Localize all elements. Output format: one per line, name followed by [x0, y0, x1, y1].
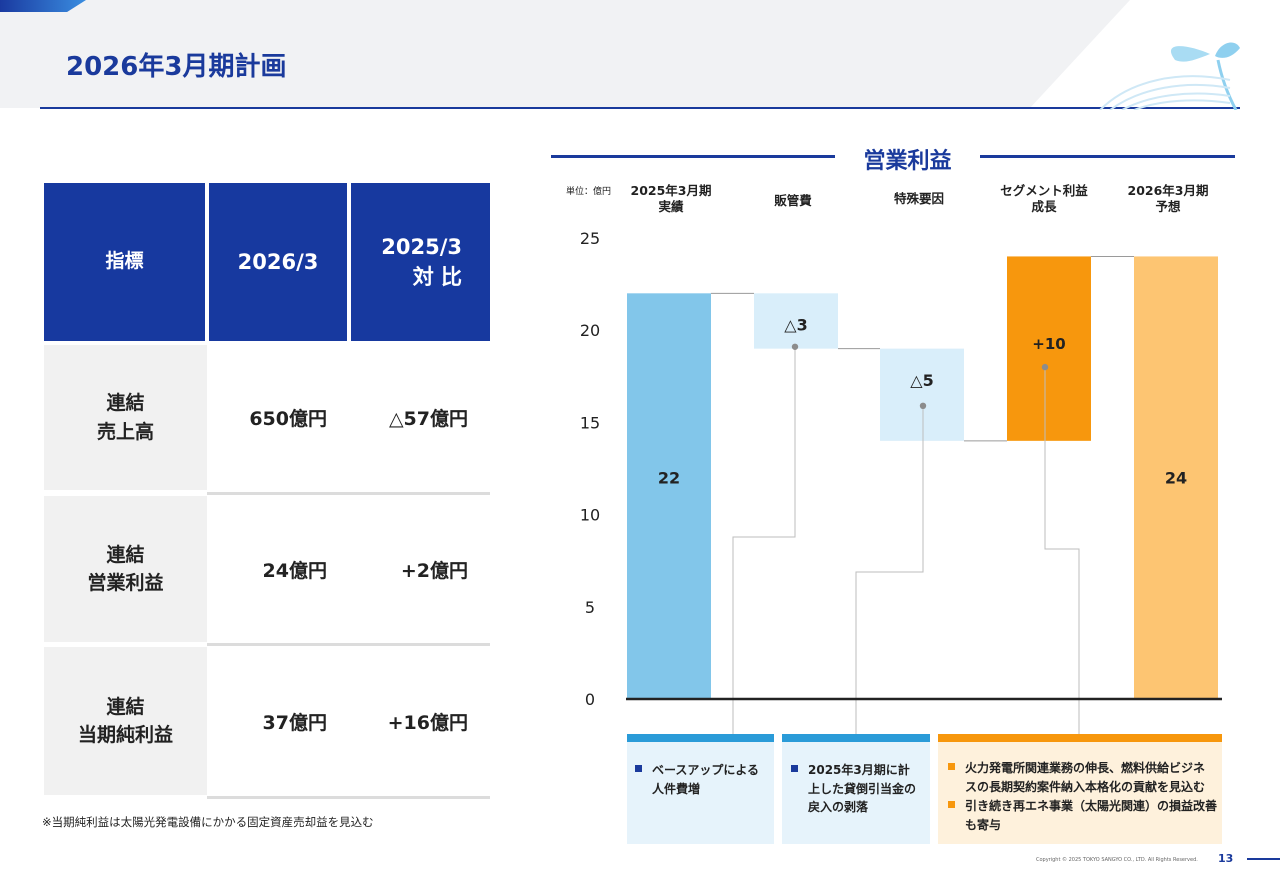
row-label-net-income: 連結 当期純利益 — [44, 647, 207, 795]
cell-ni-2026: 37億円 — [262, 711, 327, 734]
bar-data-label: +10 — [1032, 335, 1065, 353]
leader-dot — [919, 402, 927, 410]
row-divider — [207, 492, 490, 495]
bar-data-label: 24 — [1165, 469, 1187, 488]
leader-line — [1044, 367, 1080, 734]
category-label-segment: セグメント利益 成長 — [1000, 183, 1088, 215]
bar-4 — [1134, 256, 1218, 699]
bar-1 — [754, 293, 838, 349]
bar-data-label: △3 — [784, 316, 807, 335]
note-box-sga: ベースアップによる 人件費増 — [627, 734, 774, 844]
row-label-operating-profit: 連結 営業利益 — [44, 496, 207, 642]
bar-data-label: 22 — [658, 469, 680, 488]
chart-title-rule-left — [551, 155, 835, 158]
header-rule — [40, 107, 1240, 109]
cell-ni-diff: +16億円 — [387, 711, 468, 734]
table-header-indicator: 指標 — [44, 183, 205, 341]
bar-0 — [627, 293, 711, 699]
note-item: 2025年3月期に計 上した貸倒引当金の 戻入の剥落 — [791, 761, 916, 817]
bar-2 — [880, 348, 964, 441]
y-tick-label: 25 — [580, 229, 600, 248]
leaf-logo-icon — [1099, 42, 1240, 110]
note-item: 火力発電所関連業務の伸長、燃料供給ビジネ スの長期契約案件納入本格化の貢献を見込… — [948, 759, 1205, 796]
row-divider — [207, 796, 490, 799]
bar-3 — [1007, 256, 1091, 441]
row-label-sales: 連結 売上高 — [44, 345, 207, 490]
cell-op-2026: 24億円 — [262, 559, 327, 582]
category-label-fy2026: 2026年3月期 予想 — [1127, 183, 1209, 215]
note-box-special: 2025年3月期に計 上した貸倒引当金の 戻入の剥落 — [782, 734, 930, 844]
copyright: Copyright © 2025 TOKYO SANGYO CO., LTD. … — [1036, 857, 1198, 863]
cell-sales-2026: 650億円 — [249, 408, 327, 430]
footnote: ※当期純利益は太陽光発電設備にかかる固定資産売却益を見込む — [42, 815, 374, 829]
y-tick-label: 15 — [580, 413, 600, 432]
page-title: 2026年3月期計画 — [66, 52, 287, 82]
leader-dot — [1041, 363, 1049, 371]
category-label-fy2025: 2025年3月期 実績 — [630, 183, 712, 215]
header-accent — [0, 0, 86, 12]
cell-op-diff: +2億円 — [400, 559, 468, 582]
note-item: 引き続き再エネ事業（太陽光関連）の損益改善 も寄与 — [948, 797, 1217, 834]
leader-dot — [791, 343, 799, 350]
note-bar — [782, 734, 930, 742]
y-tick-label: 5 — [585, 598, 595, 617]
y-tick-label: 10 — [580, 506, 600, 525]
table-header-2026: 2026/3 — [209, 183, 347, 341]
note-item: ベースアップによる 人件費増 — [635, 761, 759, 798]
cell-sales-diff: △57億円 — [388, 408, 468, 430]
note-bar — [627, 734, 774, 742]
note-box-segment: 火力発電所関連業務の伸長、燃料供給ビジネ スの長期契約案件納入本格化の貢献を見込… — [938, 734, 1222, 844]
row-divider — [207, 643, 490, 646]
unit-label: 単位：億円 — [566, 187, 612, 197]
category-label-sga: 販管費 — [774, 193, 812, 208]
note-bar — [938, 734, 1222, 742]
chart-title: 営業利益 — [863, 149, 952, 174]
page-number: 13 — [1218, 852, 1234, 865]
y-tick-label: 20 — [580, 321, 600, 340]
leader-line — [732, 346, 796, 734]
chart-title-rule-right — [980, 155, 1235, 158]
page-number-rule — [1247, 858, 1280, 860]
leader-line — [855, 405, 924, 734]
table-header-comparison: 2025/3 対 比 — [351, 183, 490, 341]
y-tick-label: 0 — [585, 690, 595, 709]
category-label-special: 特殊要因 — [893, 191, 944, 206]
bar-data-label: △5 — [910, 371, 933, 390]
